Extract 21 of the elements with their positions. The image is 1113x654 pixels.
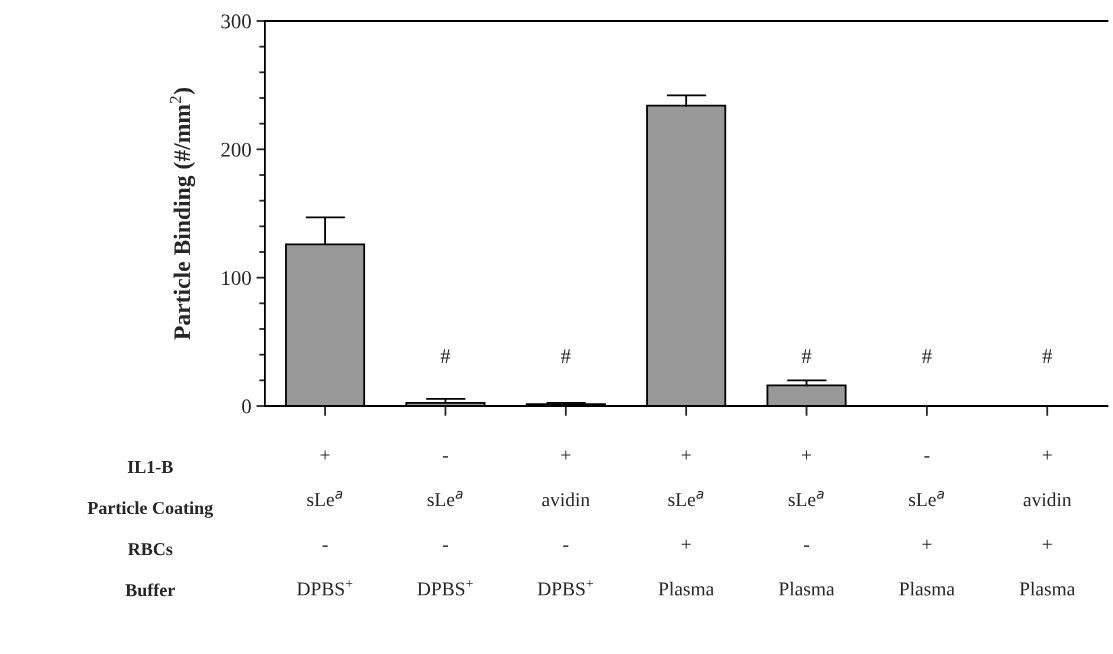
category-label: + sLe$^{a}$ - DPBS$^{+}$	[297, 450, 353, 596]
data-label: #	[440, 349, 451, 363]
data-label: #	[801, 349, 812, 363]
category-label: + sLe$^{a}$ + Plasma	[658, 450, 714, 596]
data-label: #	[922, 349, 932, 363]
y-tick-label: 300	[221, 14, 251, 29]
y-tick-label: 200	[221, 142, 251, 157]
data-label: #	[1042, 349, 1053, 363]
category-label: + avidin - DPBS$^{+}$	[537, 450, 594, 596]
text: Buffer	[125, 583, 175, 597]
category-label: + avidin + Plasma	[1019, 450, 1076, 596]
category-label: + sLe$^{a}$ - Plasma	[779, 450, 835, 596]
category-label: - sLe$^{a}$ + Plasma	[899, 456, 955, 596]
data-label: #	[560, 349, 571, 363]
text: RBCs	[127, 543, 173, 556]
y-tick-label: 100	[222, 271, 251, 286]
text: IL1-B	[127, 460, 173, 473]
y-axis-title: Particle Binding (#/mm$^{2}$)	[169, 88, 196, 340]
text: Particle Coating	[87, 501, 214, 518]
y-tick-label: 0	[242, 399, 251, 414]
category-label: - sLe$^{a}$ - DPBS$^{+}$	[417, 456, 473, 596]
